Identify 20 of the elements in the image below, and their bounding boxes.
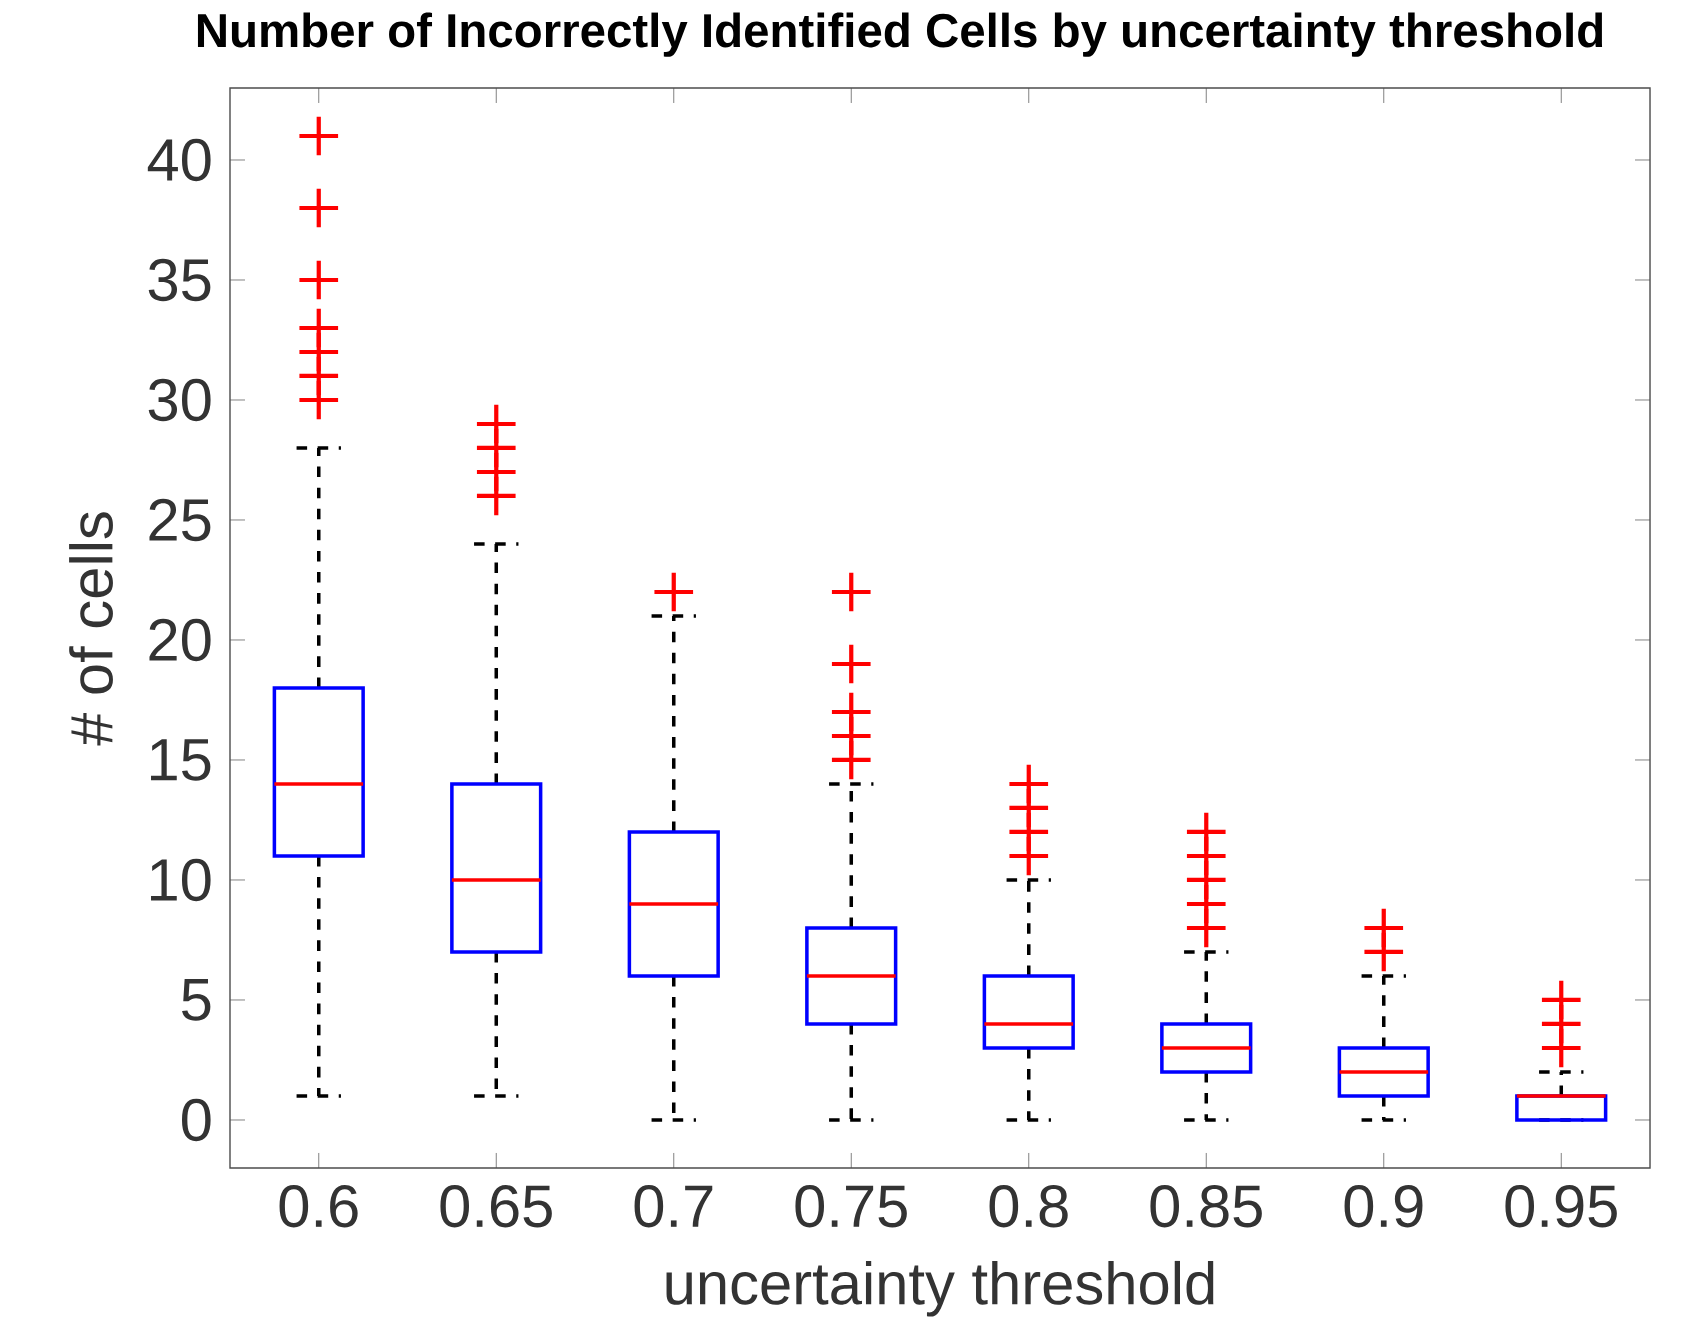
x-tick-label: 0.75 — [795, 1185, 907, 1228]
x-tick-label: 0.8 — [989, 1185, 1068, 1228]
x-tick-label: 0.6 — [279, 1185, 358, 1228]
x-tick-label: 0.85 — [1150, 1185, 1262, 1228]
y-tick-label: 10 — [151, 858, 211, 902]
x-tick-label: 0.65 — [440, 1185, 552, 1228]
y-tick-label: 5 — [182, 979, 211, 1021]
x-axis-title: uncertainty threshold — [666, 1260, 1214, 1317]
x-tick-label: 0.7 — [634, 1185, 713, 1228]
y-axis-title: # of cells — [69, 512, 113, 746]
chart-title: Number of Incorrectly Identified Cells by uncertainty threshold — [197, 12, 1603, 57]
y-tick-label: 25 — [149, 498, 211, 542]
y-tick-label: 40 — [147, 138, 211, 182]
y-tick-label: 35 — [148, 258, 211, 302]
y-tick-label: 20 — [149, 618, 211, 662]
y-tick-label: 0 — [181, 1098, 211, 1142]
y-tick-label: 30 — [148, 378, 211, 422]
x-tick-label: 0.9 — [1344, 1185, 1423, 1228]
x-tick-label: 0.95 — [1505, 1185, 1617, 1228]
y-tick-label: 15 — [151, 739, 211, 781]
